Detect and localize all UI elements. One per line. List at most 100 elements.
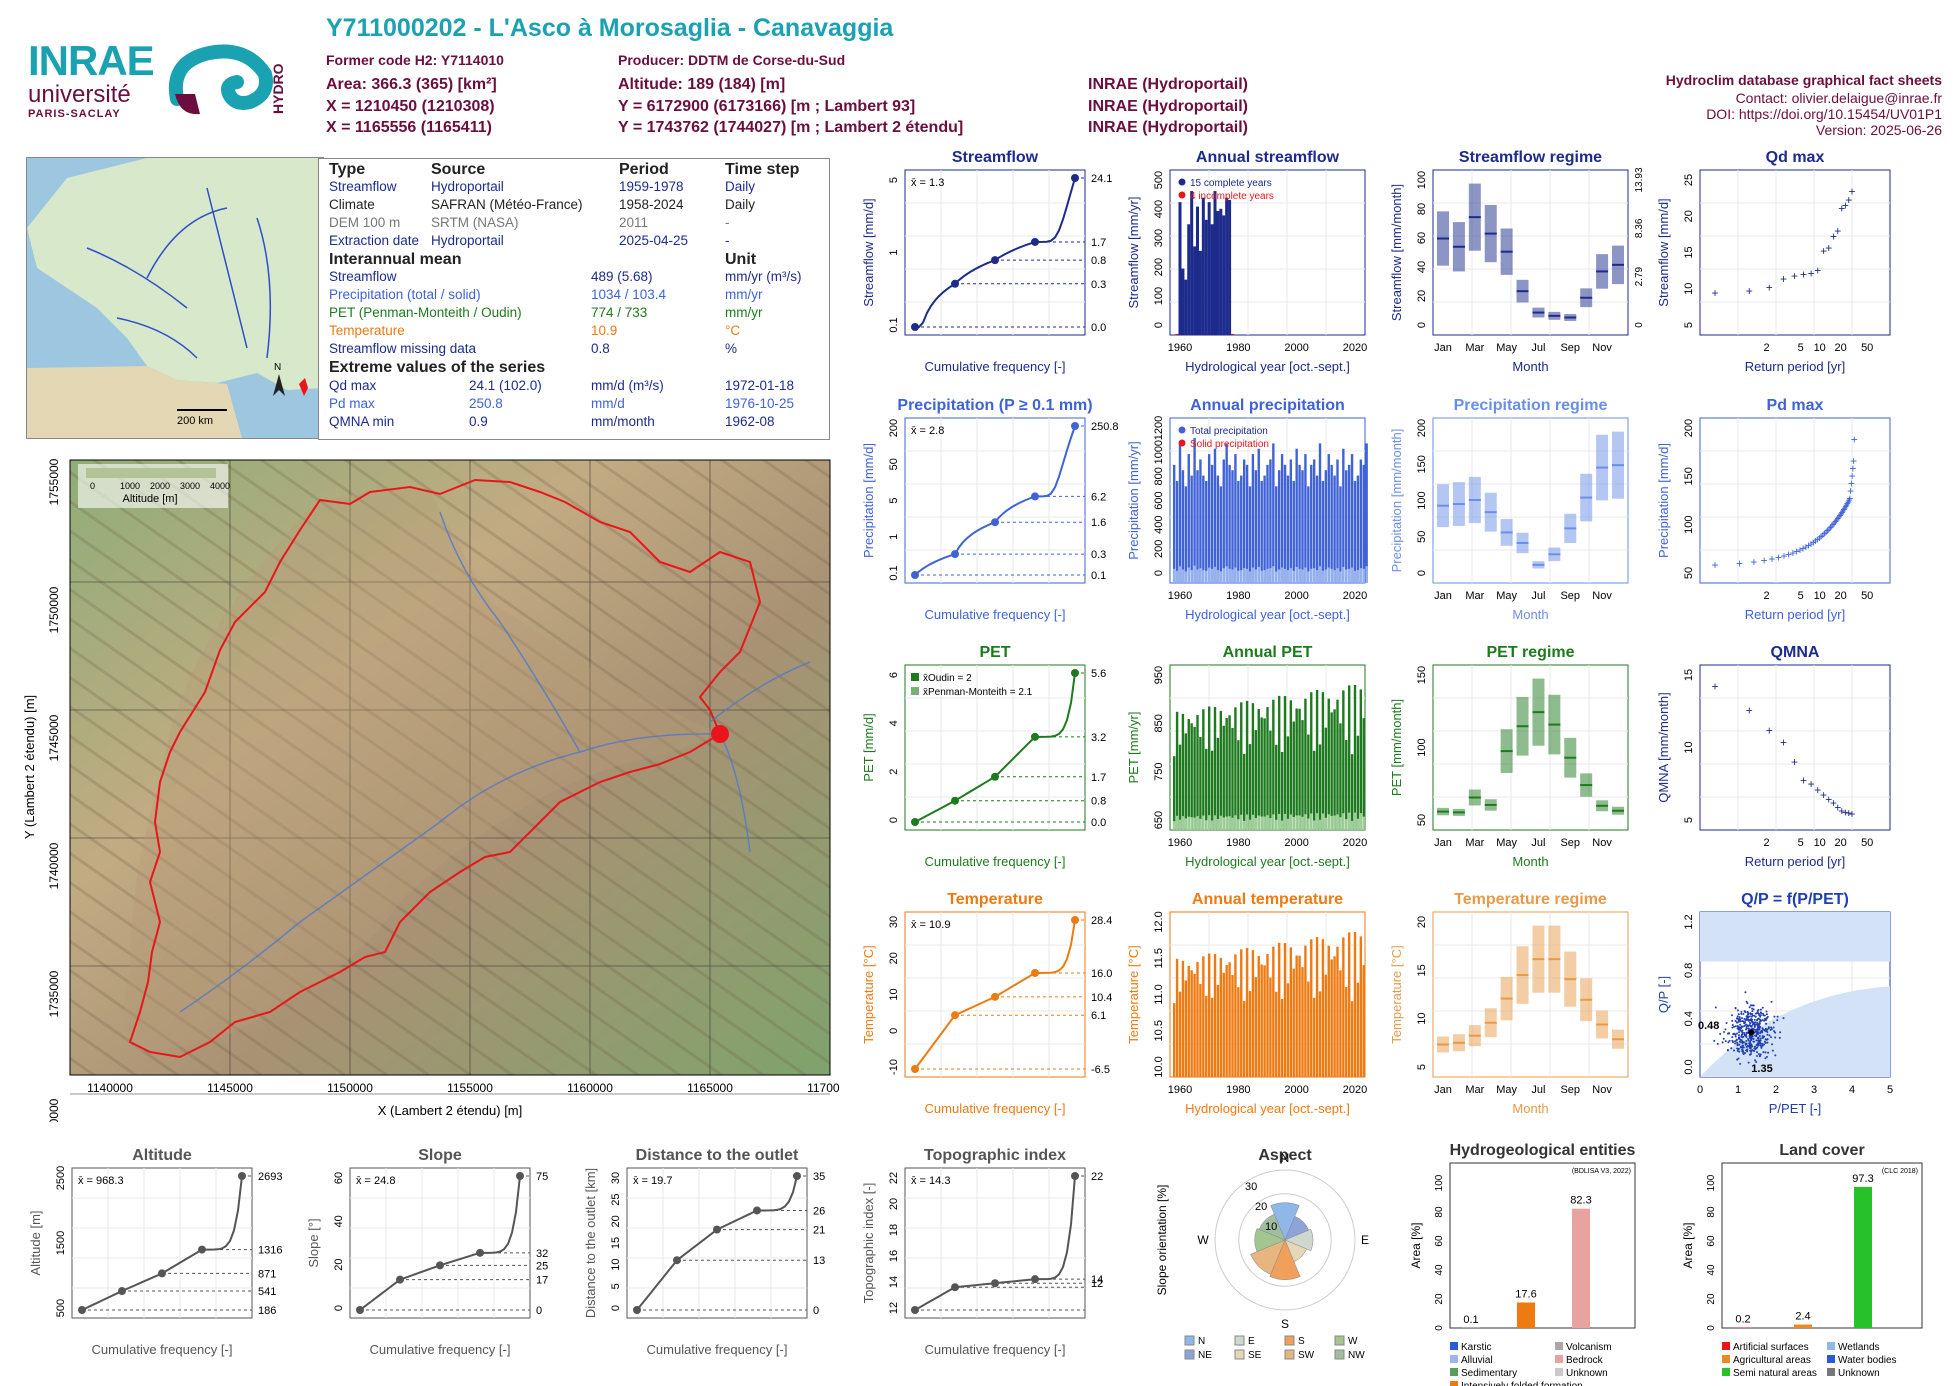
legend-item: SW — [1298, 1350, 1315, 1361]
annual-bar — [1220, 958, 1222, 1077]
qp-point — [1717, 1043, 1719, 1045]
qp-point — [1735, 1020, 1737, 1022]
qp-point — [1760, 1038, 1762, 1040]
x-tick: 20 — [1834, 590, 1846, 602]
annual-bar-secondary — [1348, 569, 1350, 583]
quantile-point — [158, 1269, 166, 1277]
chart-source: (CLC 2018) — [1882, 1168, 1918, 1175]
chart-xlabel: Cumulative frequency [-] — [92, 1342, 233, 1357]
qp-point — [1745, 1029, 1747, 1031]
y-tick: 0 — [1153, 322, 1165, 328]
qp-point — [1738, 1044, 1740, 1046]
annual-bar — [1231, 728, 1233, 830]
right-label: 0.3 — [1091, 279, 1106, 291]
qp-point — [1741, 1050, 1743, 1052]
chart-title: Annual temperature — [1192, 891, 1343, 908]
annual-bar-secondary — [1328, 568, 1330, 583]
qp-point — [1725, 1040, 1727, 1042]
annual-bar-secondary — [1275, 820, 1277, 830]
annual-bar-secondary — [1205, 820, 1207, 830]
annual-bar — [1287, 476, 1289, 583]
annual-bar — [1196, 715, 1198, 830]
qp-point — [1751, 1013, 1753, 1015]
x-tick: 1960 — [1168, 590, 1192, 602]
chart-ylabel: Topographic index [-] — [861, 1183, 876, 1304]
annual-bar — [1275, 992, 1277, 1077]
annual-bar — [1211, 224, 1214, 335]
x-tick: 2000 — [1284, 590, 1308, 602]
qp-point — [1731, 1036, 1733, 1038]
qp-point — [1757, 1029, 1759, 1031]
quantile-point — [911, 571, 919, 579]
right-label: 1.7 — [1091, 772, 1106, 784]
legend-item: Agricultural areas — [1733, 1355, 1811, 1366]
annual-bar — [1223, 459, 1225, 583]
x-tick: May — [1496, 342, 1517, 354]
annual-bar-secondary — [1322, 571, 1324, 583]
x-tick: Sep — [1560, 1084, 1580, 1096]
annual-bar — [1214, 449, 1216, 583]
y-tick: -10 — [888, 1059, 900, 1075]
annual-bar-secondary — [1196, 816, 1198, 830]
chart-xlabel: Hydrological year [oct.-sept.] — [1185, 854, 1350, 869]
annual-bar — [1208, 707, 1210, 830]
qp-point — [1739, 1018, 1741, 1020]
rp-point: + — [1800, 268, 1807, 282]
chart-xlabel: Cumulative frequency [-] — [925, 607, 1066, 622]
rp-point: + — [1791, 269, 1798, 283]
annual-bar-secondary — [1249, 571, 1251, 583]
chart-title: Precipitation regime — [1454, 397, 1608, 414]
right-label: 1.6 — [1091, 517, 1106, 529]
annual-bar — [1190, 191, 1193, 335]
annual-bar — [1328, 699, 1330, 830]
y-tick: 0 — [1706, 1325, 1717, 1331]
qp-point — [1742, 1045, 1744, 1047]
chart-aspect: AspectNESW102030Slope orientation [%]N E S… — [1155, 1147, 1369, 1361]
y-tick: 300 — [1153, 229, 1165, 247]
qp-point — [1756, 1044, 1758, 1046]
annual-bar — [1336, 459, 1338, 583]
y-tick: 11.5 — [1153, 948, 1165, 969]
qp-point — [1740, 1013, 1742, 1015]
annual-bar — [1249, 991, 1251, 1077]
y-tick: 10 — [888, 988, 900, 1000]
annual-bar — [1295, 955, 1297, 1077]
chart-xlabel: Return period [yr] — [1745, 854, 1845, 869]
qp-point — [1739, 1024, 1741, 1026]
annual-bar-secondary — [1231, 818, 1233, 830]
annual-bar — [1281, 752, 1283, 830]
quantile-point — [633, 1306, 641, 1314]
annual-bar-secondary — [1211, 569, 1213, 583]
annual-bar — [1348, 465, 1350, 583]
quantile-point — [1071, 916, 1079, 924]
legend-item: NW — [1348, 1350, 1365, 1361]
chart-xlabel: Month — [1512, 607, 1548, 622]
annual-bar — [1342, 449, 1344, 583]
annual-bar — [1316, 937, 1318, 1077]
annual-bar-secondary — [1225, 817, 1227, 830]
qp-point — [1751, 1049, 1753, 1051]
qp-point — [1760, 1040, 1762, 1042]
annual-bar — [1234, 454, 1236, 583]
annual-bar — [1363, 965, 1365, 1077]
qp-point — [1757, 1010, 1759, 1012]
qp-point — [1776, 1019, 1778, 1021]
y-tick: 2500 — [55, 1166, 67, 1190]
y-tick: 20 — [1434, 1293, 1445, 1305]
annual-bar-secondary — [1272, 566, 1274, 583]
qp-point — [1762, 1019, 1764, 1021]
annual-bar — [1310, 465, 1312, 583]
bar-label: 0.2 — [1735, 1314, 1750, 1326]
annual-bar — [1313, 998, 1315, 1077]
chart-title: QMNA — [1771, 644, 1820, 661]
annual-bar — [1348, 685, 1350, 830]
rp-point: + — [1780, 272, 1787, 286]
qp-point — [1753, 1041, 1755, 1043]
y-tick: 60 — [333, 1172, 345, 1184]
right-label: 25 — [536, 1260, 548, 1272]
y-tick: 0 — [1434, 1325, 1445, 1331]
y-tick: 5 — [1416, 1064, 1428, 1070]
right-label: 0 — [813, 1305, 819, 1317]
qp-point — [1753, 1038, 1755, 1040]
qp-point — [1757, 1037, 1759, 1039]
